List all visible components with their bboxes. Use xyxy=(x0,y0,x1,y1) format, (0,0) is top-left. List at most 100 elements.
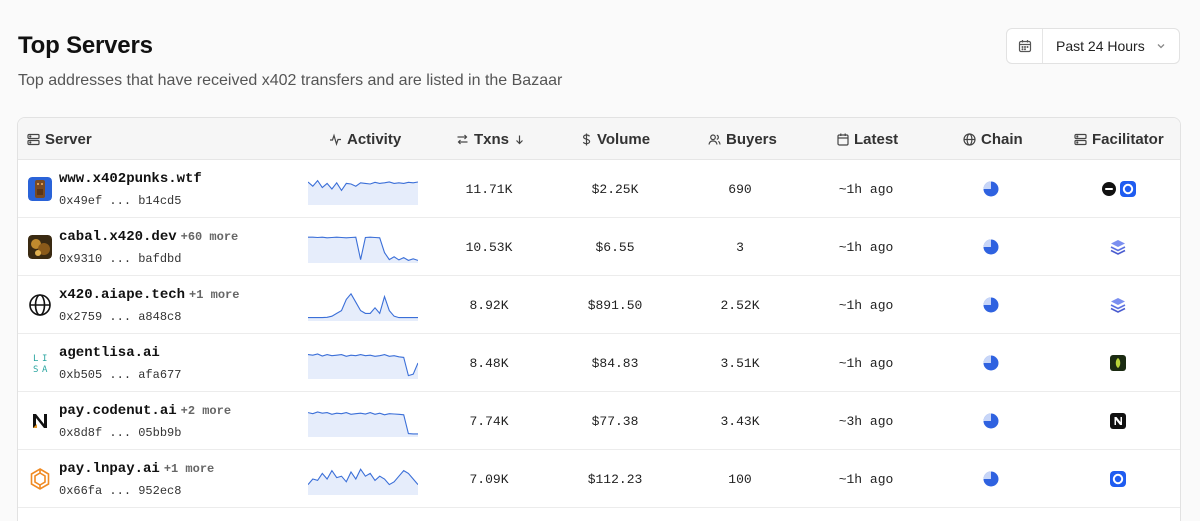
cabal-logo xyxy=(28,235,52,259)
volume-value: $891.50 xyxy=(587,297,643,313)
server-name[interactable]: pay.lnpay.ai +1 more xyxy=(59,461,215,477)
layers-logo xyxy=(1109,238,1127,256)
activity-sparkline xyxy=(308,353,418,379)
sort-arrow-down-icon xyxy=(516,135,523,144)
table-row[interactable]: pay.codenut.ai +2 more 0x8d8f ... 05bb9b 7.… xyxy=(18,392,1180,450)
server-name[interactable]: www.x402punks.wtf xyxy=(59,171,202,187)
chevron-down-icon xyxy=(1155,40,1167,52)
facilitator-logos[interactable] xyxy=(1078,450,1158,508)
lnpay-logo xyxy=(28,467,52,491)
buyers-value: 3.43K xyxy=(720,413,760,429)
buyers-value: 3 xyxy=(736,239,744,255)
arrows-swap-icon xyxy=(457,134,468,144)
base-chain-icon[interactable] xyxy=(973,276,1009,334)
server-address[interactable]: 0x2759 ... a848c8 xyxy=(59,310,182,324)
volume-value: $77.38 xyxy=(591,413,639,429)
more-badge[interactable]: +60 more xyxy=(180,230,239,244)
server-address[interactable]: 0x9310 ... bafdbd xyxy=(59,252,182,266)
blue-ring-logo xyxy=(1110,471,1126,487)
base-chain-icon[interactable] xyxy=(973,334,1009,392)
column-facilitator[interactable]: Facilitator xyxy=(1074,118,1164,160)
server-icon xyxy=(27,133,40,145)
table-row[interactable]: cabal.x420.dev +60 more 0x9310 ... bafdbd 1… xyxy=(18,218,1180,276)
layers-logo xyxy=(1109,296,1127,314)
base-chain-icon[interactable] xyxy=(973,392,1009,450)
facilitator-logos[interactable] xyxy=(1078,160,1158,218)
facilitator-logos[interactable] xyxy=(1078,392,1158,450)
activity-sparkline xyxy=(308,179,418,205)
column-server-label: Server xyxy=(45,130,92,148)
server-name[interactable]: pay.codenut.ai +2 more xyxy=(59,403,232,419)
table-row[interactable]: www.x402punks.wtf 0x49ef ... b14cd5 11.71K… xyxy=(18,160,1180,218)
blue-ring-logo xyxy=(1119,181,1136,197)
table-row[interactable]: pay.lnpay.ai +1 more 0x66fa ... 952ec8 7.09… xyxy=(18,450,1180,508)
volume-value: $6.55 xyxy=(595,239,635,255)
column-volume[interactable]: Volume xyxy=(581,118,650,160)
svg-text:L: L xyxy=(33,354,38,364)
server-address[interactable]: 0x8d8f ... 05bb9b xyxy=(59,426,182,440)
volume-value: $84.83 xyxy=(591,355,639,371)
activity-icon xyxy=(330,132,341,146)
server-name[interactable]: x420.aiape.tech +1 more xyxy=(59,287,240,303)
base-chain-icon[interactable] xyxy=(973,218,1009,276)
svg-text:S: S xyxy=(33,365,38,375)
base-chain-icon[interactable] xyxy=(973,450,1009,508)
txns-value: 7.09K xyxy=(469,471,509,487)
column-volume-label: Volume xyxy=(597,130,651,148)
calendar-small-icon xyxy=(837,133,849,146)
activity-sparkline xyxy=(308,411,418,437)
codenut-logo xyxy=(28,409,52,433)
server-name[interactable]: cabal.x420.dev +60 more xyxy=(59,229,239,245)
n-logo xyxy=(1110,413,1126,429)
more-badge[interactable]: +2 more xyxy=(180,404,232,418)
column-txns[interactable]: Txns xyxy=(456,118,525,160)
latest-value: ~1h ago xyxy=(838,239,894,255)
dollar-icon xyxy=(582,133,591,145)
column-chain[interactable]: Chain xyxy=(963,118,1023,160)
column-latest[interactable]: Latest xyxy=(837,118,898,160)
facilitator-logos[interactable] xyxy=(1078,276,1158,334)
column-activity-label: Activity xyxy=(347,130,402,148)
column-buyers[interactable]: Buyers xyxy=(708,118,777,160)
latest-value: ~1h ago xyxy=(838,297,894,313)
svg-text:A: A xyxy=(42,365,48,375)
column-facilitator-label: Facilitator xyxy=(1092,130,1164,148)
green-leaf-logo xyxy=(1110,355,1126,371)
column-buyers-label: Buyers xyxy=(726,130,777,148)
server-address[interactable]: 0x49ef ... b14cd5 xyxy=(59,194,182,208)
server-address[interactable]: 0x66fa ... 952ec8 xyxy=(59,484,182,498)
column-activity[interactable]: Activity xyxy=(329,118,401,160)
globe-logo xyxy=(28,293,52,317)
volume-value: $2.25K xyxy=(591,181,639,197)
column-chain-label: Chain xyxy=(981,130,1023,148)
buyers-value: 100 xyxy=(728,471,752,487)
buyers-value: 690 xyxy=(728,181,752,197)
activity-sparkline xyxy=(308,468,418,495)
txns-value: 8.92K xyxy=(469,297,509,313)
column-server[interactable]: Server xyxy=(27,118,92,160)
latest-value: ~1h ago xyxy=(838,471,894,487)
txns-value: 11.71K xyxy=(465,181,513,197)
facilitator-logos[interactable] xyxy=(1078,218,1158,276)
base-chain-icon[interactable] xyxy=(973,160,1009,218)
buyers-value: 2.52K xyxy=(720,297,760,313)
punk-logo xyxy=(28,177,52,201)
activity-sparkline xyxy=(308,236,418,263)
time-range-dropdown[interactable]: Past 24 Hours xyxy=(1006,28,1180,64)
column-txns-label: Txns xyxy=(474,130,510,148)
txns-value: 7.74K xyxy=(469,413,509,429)
table-header: Server Activity Txns Volume Buyers Lates… xyxy=(18,118,1180,160)
buyers-value: 3.51K xyxy=(720,355,760,371)
table-row[interactable]: x420.aiape.tech +1 more 0x2759 ... a848c8 8… xyxy=(18,276,1180,334)
time-range-label: Past 24 Hours xyxy=(1056,38,1145,54)
server-address[interactable]: 0xb505 ... afa677 xyxy=(59,368,182,382)
latest-value: ~1h ago xyxy=(838,181,894,197)
more-badge[interactable]: +1 more xyxy=(163,462,215,476)
more-badge[interactable]: +1 more xyxy=(189,288,240,302)
page-title: Top Servers xyxy=(18,32,153,59)
facilitator-logos[interactable] xyxy=(1078,334,1158,392)
server-name[interactable]: agentlisa.ai xyxy=(59,345,160,361)
globe-icon xyxy=(963,132,976,146)
